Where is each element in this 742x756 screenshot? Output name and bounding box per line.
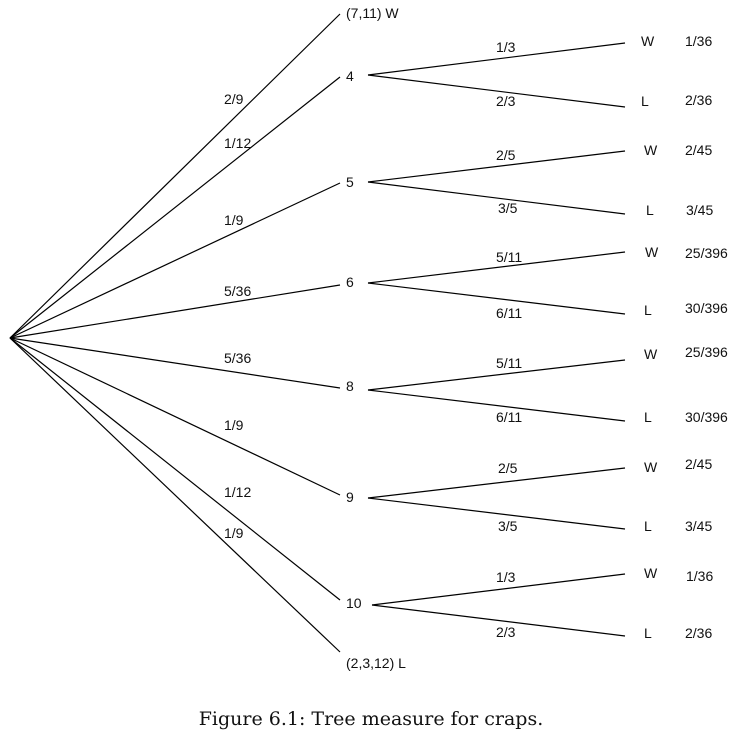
win-label: W — [644, 459, 658, 475]
lose-branch — [367, 74, 626, 108]
win-label: W — [641, 33, 655, 49]
lose-label: L — [644, 409, 652, 425]
lose-branch — [371, 604, 626, 637]
root-branch-4 — [9, 76, 341, 339]
subtree-point-9: 2/5 3/5 W L 2/45 3/45 — [367, 456, 712, 534]
root-prob-8: 5/36 — [224, 283, 251, 299]
root-prob-5: 1/12 — [224, 135, 251, 151]
lose-branch — [367, 389, 626, 422]
lose-probability: 2/3 — [496, 93, 516, 109]
figure-caption: Figure 6.1: Tree measure for craps. — [198, 708, 544, 730]
win-result: 1/36 — [686, 568, 713, 584]
node-point-10: 10 — [346, 595, 362, 611]
root-branch-6 — [9, 284, 341, 339]
terminal-craps-loss: (2,3,12) L — [346, 655, 406, 671]
win-probability: 2/5 — [496, 147, 516, 163]
node-point-9: 9 — [346, 489, 354, 505]
lose-label: L — [644, 625, 652, 641]
root-branch-10 — [9, 337, 341, 601]
win-result: 25/396 — [685, 245, 728, 261]
win-result: 2/45 — [685, 456, 712, 472]
win-branch — [367, 467, 626, 499]
win-branch — [367, 251, 626, 284]
lose-branch — [367, 181, 626, 215]
win-probability: 5/11 — [496, 249, 522, 265]
win-label: W — [644, 565, 658, 581]
root-prob-6: 1/9 — [224, 212, 244, 228]
lose-result: 30/396 — [685, 409, 728, 425]
lose-branch — [367, 282, 626, 315]
root-branch-7-11 — [9, 13, 341, 339]
lose-probability: 3/5 — [498, 518, 518, 534]
lose-probability: 2/3 — [496, 624, 516, 640]
lose-label: L — [641, 93, 649, 109]
root-prob-4: 2/9 — [224, 91, 244, 107]
win-probability: 1/3 — [496, 569, 516, 585]
node-point-5: 5 — [346, 174, 354, 190]
subtree-point-4: 1/3 2/3 W L 1/36 2/36 — [367, 33, 712, 109]
win-branch — [367, 150, 626, 183]
lose-probability: 6/11 — [496, 409, 522, 425]
root-prob-9: 5/36 — [224, 350, 251, 366]
win-result: 2/45 — [685, 142, 712, 158]
lose-result: 3/45 — [685, 518, 712, 534]
lose-result: 3/45 — [686, 202, 713, 218]
win-probability: 2/5 — [498, 460, 518, 476]
node-labels: (7,11) W 4 5 6 8 9 10 (2,3,12) L — [346, 5, 406, 671]
lose-probability: 3/5 — [498, 200, 518, 216]
lose-label: L — [644, 518, 652, 534]
node-point-8: 8 — [346, 378, 354, 394]
node-point-6: 6 — [346, 274, 354, 290]
lose-label: L — [646, 202, 654, 218]
win-probability: 1/3 — [496, 39, 516, 55]
terminal-natural-win: (7,11) W — [346, 5, 399, 21]
win-result: 25/396 — [685, 344, 728, 360]
lose-result: 2/36 — [685, 92, 712, 108]
root-branch-8 — [9, 337, 341, 389]
lose-label: L — [644, 302, 652, 318]
root-prob-10: 1/9 — [224, 417, 244, 433]
win-probability: 5/11 — [496, 355, 522, 371]
root-branch-2-3-12 — [9, 337, 341, 653]
lose-result: 30/396 — [685, 300, 728, 316]
subtree-point-6: 5/11 6/11 W L 25/396 30/396 — [367, 244, 728, 321]
subtree-point-5: 2/5 3/5 W L 2/45 3/45 — [367, 142, 713, 218]
win-branch — [371, 573, 626, 606]
subtree-point-10: 1/3 2/3 W L 1/36 2/36 — [371, 565, 713, 641]
lose-result: 2/36 — [685, 625, 712, 641]
lose-probability: 6/11 — [496, 305, 522, 321]
win-label: W — [645, 244, 659, 260]
root-branch-9 — [9, 337, 341, 496]
win-branch — [367, 42, 626, 76]
root-branches — [9, 13, 341, 653]
node-point-4: 4 — [346, 68, 354, 84]
lose-branch — [367, 497, 626, 530]
win-branch — [367, 359, 626, 391]
win-label: W — [644, 142, 658, 158]
root-prob-2-3-12: 1/12 — [224, 484, 251, 500]
root-probability-labels: 2/9 1/12 1/9 5/36 5/36 1/9 1/12 1/9 — [224, 91, 251, 541]
win-label: W — [644, 346, 658, 362]
win-result: 1/36 — [685, 33, 712, 49]
root-prob-extra: 1/9 — [224, 525, 244, 541]
root-branch-5 — [9, 182, 341, 339]
subtree-point-8: 5/11 6/11 W L 25/396 30/396 — [367, 344, 728, 425]
